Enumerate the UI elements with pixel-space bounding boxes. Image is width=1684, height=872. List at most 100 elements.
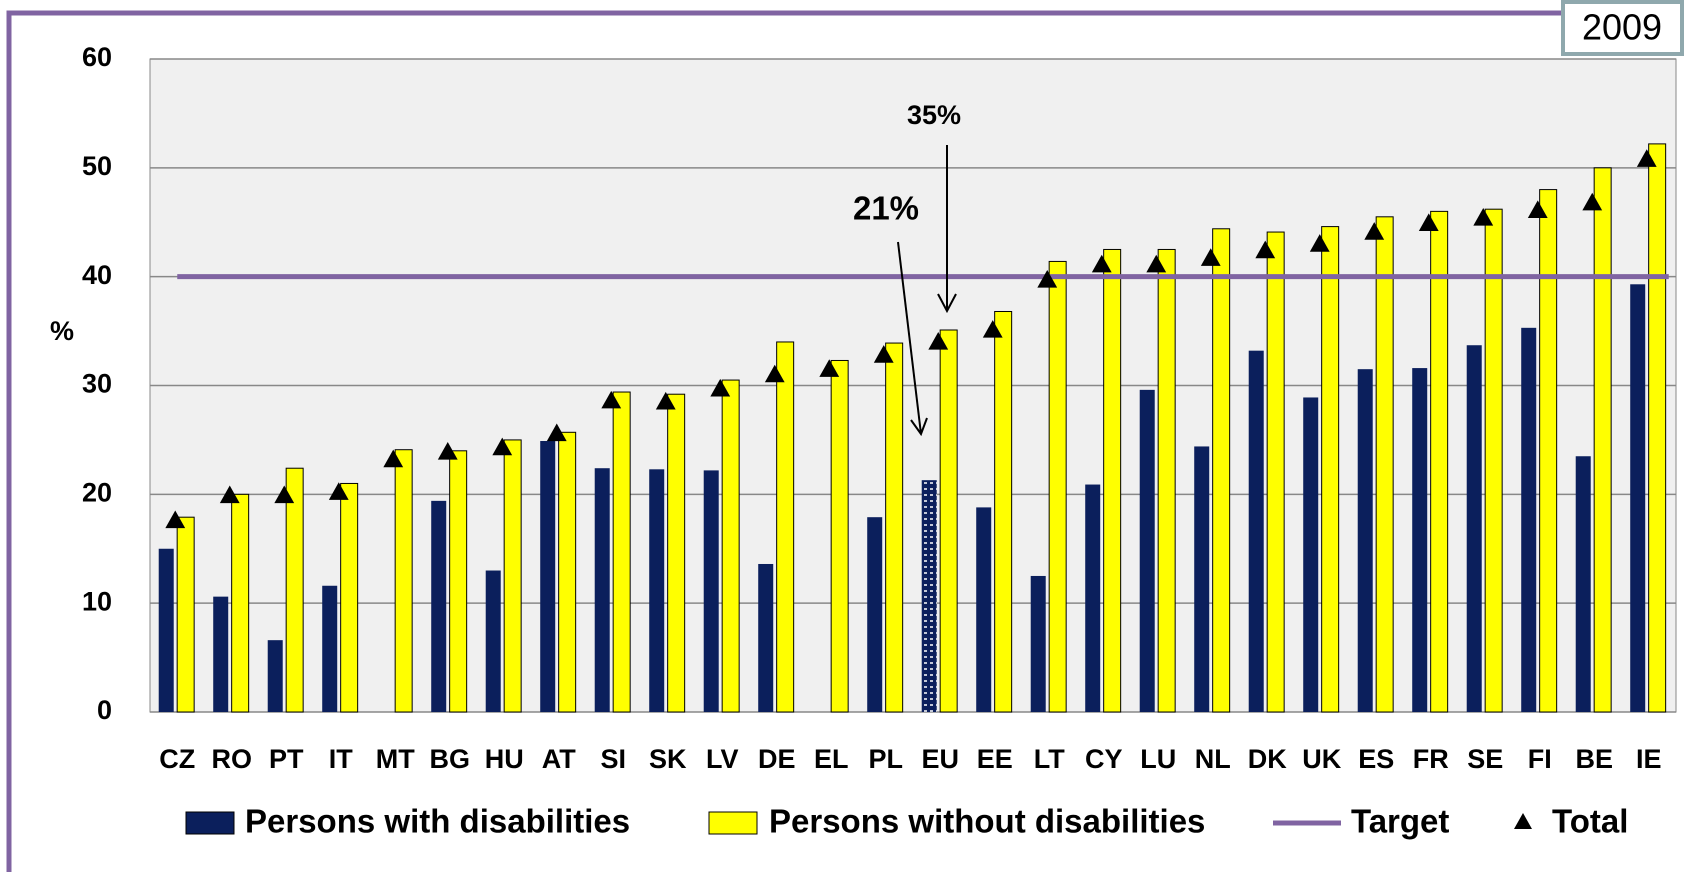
- total-marker: [1255, 240, 1276, 259]
- x-tick-label: LU: [1140, 744, 1176, 774]
- legend-key: [185, 811, 235, 835]
- x-tick-label: CY: [1085, 744, 1123, 774]
- bar: [1248, 350, 1264, 712]
- bar: [1593, 167, 1612, 713]
- total-marker: [274, 485, 295, 504]
- x-tick-label: PL: [868, 744, 903, 774]
- total-marker: [1309, 234, 1330, 252]
- x-tick-label: RO: [212, 744, 253, 774]
- x-tick-label: PT: [269, 744, 304, 774]
- year-box: [1561, 0, 1684, 56]
- bar: [667, 393, 686, 713]
- total-marker: [1037, 270, 1058, 288]
- bar: [1321, 226, 1340, 713]
- annotation-arrows: [897, 145, 957, 437]
- total-marker: [655, 391, 676, 410]
- bar: [976, 507, 992, 712]
- year-label: 2009: [1582, 7, 1662, 48]
- bar: [1375, 216, 1394, 713]
- legend-label: Persons without disabilities: [769, 803, 1205, 840]
- total-marker: [1636, 149, 1657, 167]
- bar: [1466, 345, 1482, 712]
- bar: [485, 570, 501, 712]
- total-marker: [1146, 254, 1167, 273]
- bar: [267, 640, 283, 712]
- x-tick-label: FR: [1413, 744, 1449, 774]
- bar: [1539, 189, 1558, 713]
- bar: [231, 493, 250, 713]
- total-marker: [928, 332, 949, 350]
- bar: [1139, 389, 1155, 712]
- total-marker: [819, 359, 840, 377]
- annotation: 35%: [907, 100, 961, 130]
- x-tick-label: EE: [977, 744, 1013, 774]
- total-marker: [492, 437, 513, 456]
- legend-key: [1514, 813, 1532, 829]
- x-tick-label: SE: [1467, 744, 1503, 774]
- y-tick-label: 30: [82, 369, 112, 399]
- legend-label: Total: [1552, 803, 1628, 840]
- bar: [1412, 368, 1428, 712]
- bar: [1521, 327, 1537, 712]
- x-tick-label: SK: [649, 744, 687, 774]
- bar: [394, 449, 413, 713]
- x-tick-label: HU: [485, 744, 524, 774]
- bar: [176, 516, 195, 713]
- legend-key: [708, 811, 758, 835]
- x-tick-label: SI: [600, 744, 626, 774]
- bar: [322, 585, 338, 712]
- bar: [431, 500, 447, 712]
- y-tick-label: 0: [97, 695, 112, 725]
- y-axis-label: %: [50, 316, 74, 346]
- bar: [1212, 228, 1231, 713]
- bar: [867, 517, 883, 712]
- legend-label: Target: [1351, 803, 1449, 840]
- bar: [449, 450, 468, 713]
- bar: [1357, 369, 1373, 712]
- bar: [1484, 208, 1503, 713]
- x-tick-label: EU: [921, 744, 959, 774]
- total-marker: [1364, 222, 1385, 240]
- total-marker: [873, 345, 894, 363]
- x-tick-label: MT: [376, 744, 415, 774]
- bar: [1157, 248, 1176, 713]
- bar: [540, 441, 556, 712]
- total-marker: [165, 510, 186, 529]
- total-marker: [546, 423, 567, 442]
- bar: [594, 468, 610, 712]
- bar: [340, 482, 359, 713]
- y-tick-label: 40: [82, 260, 112, 290]
- bar: [1648, 143, 1667, 713]
- bar: [503, 439, 522, 713]
- total-marker: [1582, 192, 1603, 211]
- total-marker: [710, 378, 731, 397]
- total-marker: [1473, 207, 1494, 226]
- bar: [885, 342, 904, 713]
- total-marker: [1527, 200, 1548, 218]
- x-tick-label: DK: [1248, 744, 1287, 774]
- bar: [1030, 575, 1046, 712]
- frame: [6, 10, 1684, 872]
- bar: [703, 470, 719, 712]
- total-marker: [601, 390, 622, 409]
- x-tick-label: ES: [1358, 744, 1394, 774]
- total-marker: [383, 449, 404, 468]
- y-tick-label: 10: [82, 586, 112, 616]
- bar: [830, 359, 849, 713]
- x-tick-label: UK: [1302, 744, 1341, 774]
- x-tick-label: LV: [706, 744, 739, 774]
- x-tick-label: AT: [542, 744, 576, 774]
- bar: [1048, 260, 1067, 713]
- total-marker: [437, 441, 458, 460]
- y-tick-label: 20: [82, 477, 112, 507]
- x-tick-label: IT: [329, 744, 354, 774]
- bar: [1575, 456, 1591, 712]
- annotation: 21%: [853, 190, 919, 227]
- total-marker: [1418, 213, 1439, 232]
- bar: [1103, 248, 1122, 713]
- bar: [1430, 210, 1449, 713]
- x-tick-label: CZ: [159, 744, 195, 774]
- bar: [1085, 484, 1101, 712]
- bar: [558, 431, 577, 713]
